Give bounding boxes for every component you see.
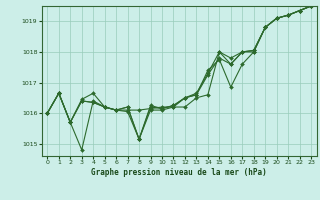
- X-axis label: Graphe pression niveau de la mer (hPa): Graphe pression niveau de la mer (hPa): [91, 168, 267, 177]
